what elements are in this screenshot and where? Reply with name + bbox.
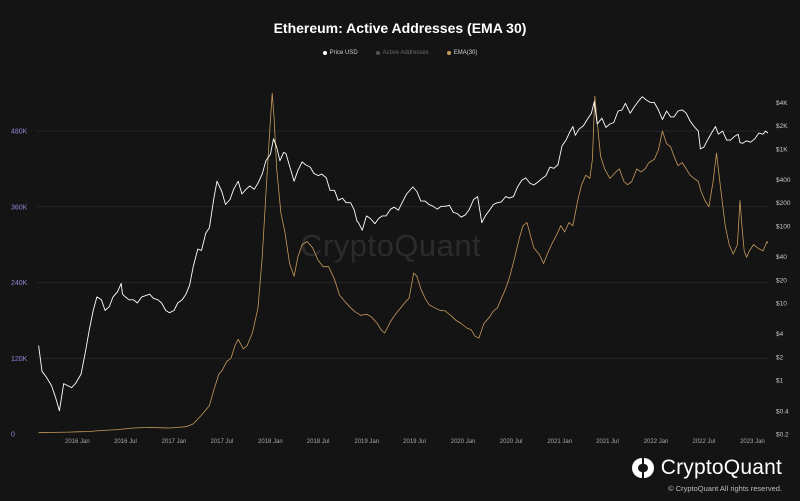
x-tick-label: 2021 Jul xyxy=(596,439,619,445)
y-right-tick-label: $400 xyxy=(776,177,791,184)
y-right-tick-label: $2 xyxy=(776,354,784,361)
chart-legend: Price USD Active Addresses EMA(30) xyxy=(0,50,800,56)
price-usd-line xyxy=(38,96,769,412)
legend-label-active-addresses: Active Addresses xyxy=(382,50,429,56)
brand-name: CryptoQuant xyxy=(660,456,782,479)
legend-dot-active-addresses xyxy=(375,51,380,55)
y-left-tick-label: 480K xyxy=(11,129,28,136)
legend-item-ema[interactable]: EMA(30) xyxy=(446,50,478,56)
y-right-tick-label: $10 xyxy=(776,301,787,308)
x-tick-label: 2017 Jul xyxy=(210,439,233,445)
y-left-tick-label: 120K xyxy=(11,356,28,363)
watermark: CryptoQuant xyxy=(300,228,482,263)
grid-layer xyxy=(37,130,768,359)
copyright: © CryptoQuant All rights reserved. xyxy=(668,484,782,493)
y-right-tick-label: $4 xyxy=(776,331,784,338)
cryptoquant-logo-icon xyxy=(631,458,654,478)
x-tick-label: 2022 Jul xyxy=(693,439,716,445)
y-left-tick-label: 360K xyxy=(11,204,28,211)
y-right-tick-label: $2K xyxy=(776,123,788,130)
x-tick-label: 2019 Jan xyxy=(354,439,379,445)
x-tick-label: 2023 Jan xyxy=(740,439,765,445)
ema30-line xyxy=(38,92,769,434)
x-tick-label: 2020 Jul xyxy=(500,439,523,445)
x-tick-label: 2019 Jul xyxy=(403,439,426,445)
x-tick-label: 2017 Jan xyxy=(162,439,187,445)
y-right-tick-label: $1K xyxy=(776,146,788,153)
ema-layer xyxy=(38,92,769,434)
legend-label-ema: EMA(30) xyxy=(453,50,478,56)
legend-dot-ema xyxy=(446,51,451,55)
x-tick-label: 2020 Jan xyxy=(451,439,476,445)
y-right-tick-label: $1 xyxy=(776,378,784,385)
x-tick-label: 2016 Jul xyxy=(114,439,137,445)
legend-item-active-addresses[interactable]: Active Addresses xyxy=(375,50,429,56)
y-left-tick-label: 240K xyxy=(11,280,28,287)
y-right-tick-label: $200 xyxy=(776,200,791,207)
y-left-tick-label: 0 xyxy=(11,432,15,439)
legend-item-price[interactable]: Price USD xyxy=(322,50,358,56)
x-tick-label: 2018 Jul xyxy=(307,439,330,445)
chart-title: Ethereum: Active Addresses (EMA 30) xyxy=(273,20,527,36)
x-tick-label: 2018 Jan xyxy=(258,439,283,445)
y-right-tick-label: $40 xyxy=(776,254,787,261)
legend-dot-price xyxy=(322,51,327,55)
x-tick-label: 2016 Jan xyxy=(65,439,90,445)
brand: CryptoQuant xyxy=(631,456,782,480)
x-tick-label: 2022 Jan xyxy=(644,439,669,445)
y-right-tick-label: $4K xyxy=(776,100,788,107)
y-right-tick-label: $100 xyxy=(776,223,791,230)
y-right-tick-label: $0.4 xyxy=(776,408,789,415)
y-right-tick-label: $0.2 xyxy=(776,432,789,439)
legend-label-price: Price USD xyxy=(329,50,358,56)
price-layer xyxy=(38,96,769,412)
axis-layer: 0 120K 240K 360K 480K $4K $2K $1K $400 $200 $100 $4… xyxy=(11,100,791,445)
x-tick-label: 2021 Jan xyxy=(547,439,572,445)
y-right-tick-label: $20 xyxy=(776,277,787,284)
